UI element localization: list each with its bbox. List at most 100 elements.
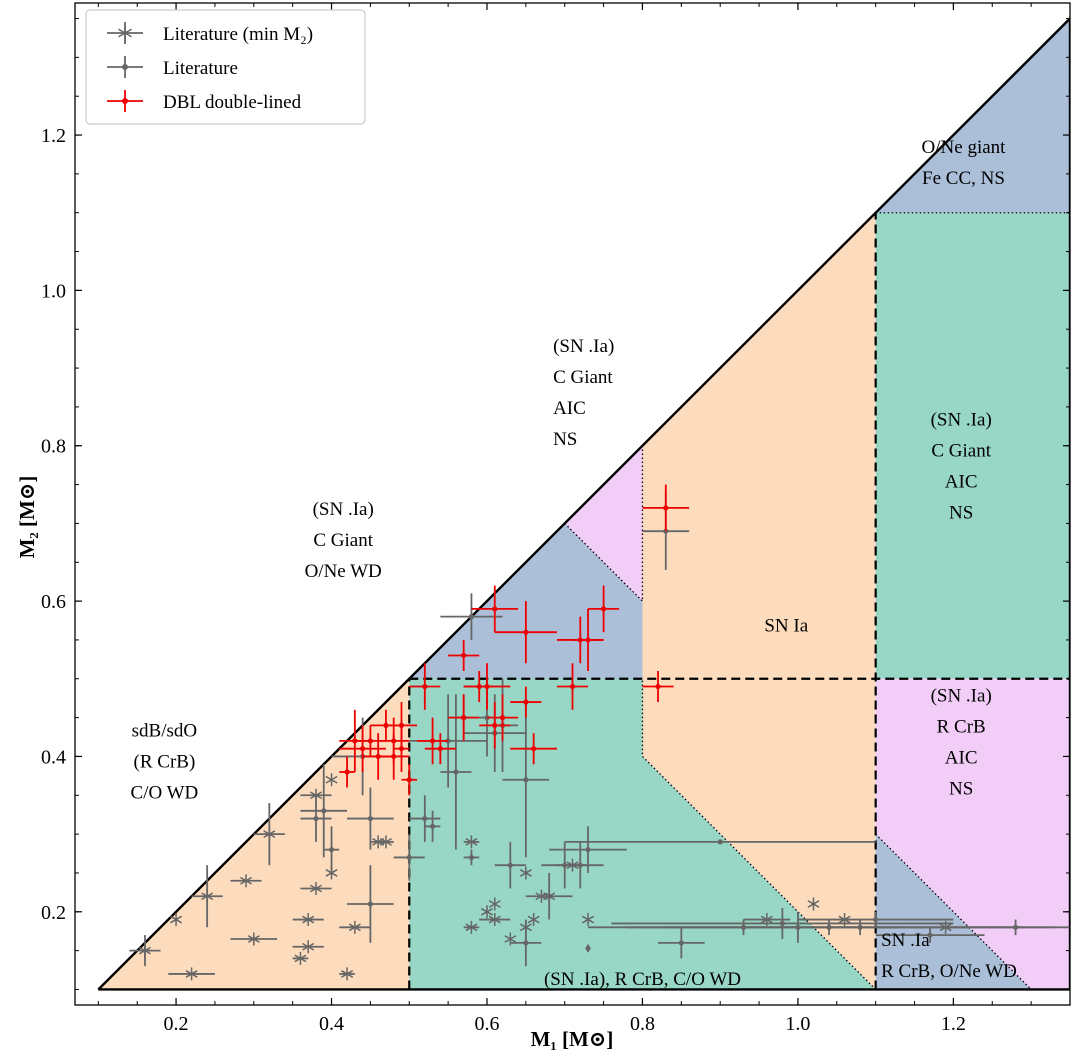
dot-marker (569, 683, 576, 690)
star-marker (465, 835, 478, 849)
dot-marker (321, 808, 327, 814)
dot-marker (523, 629, 529, 635)
region-label-line: AIC (945, 747, 978, 768)
star-marker (488, 913, 501, 927)
dot-marker (398, 746, 405, 752)
y-tick-label: 0.4 (41, 746, 66, 768)
region-label: SN Ia (764, 615, 808, 636)
dot-marker (600, 606, 607, 612)
data-point (393, 725, 410, 772)
dot-marker (367, 815, 373, 822)
star-marker (240, 874, 253, 888)
data-point (582, 913, 595, 927)
region-fill (642, 212, 876, 990)
x-tick-label: 0.2 (164, 1013, 189, 1035)
data-point (642, 671, 674, 703)
y-tick-label: 0.6 (41, 591, 66, 613)
data-point (797, 911, 954, 928)
legend-label: Literature (min M₂) (163, 24, 313, 45)
data-point (417, 717, 449, 765)
region-label: O/Ne giant Fe CC, NS (922, 137, 1007, 189)
star-marker (488, 897, 501, 911)
dot-marker (461, 715, 467, 721)
star-marker (519, 866, 532, 880)
region-label-line: O/Ne giant (922, 137, 1007, 158)
region-label: sdB/sdO (R CrB) C/O WD (131, 720, 199, 803)
dot-marker (717, 839, 723, 845)
dot-marker (857, 924, 863, 930)
dot-marker (344, 769, 350, 775)
y-axis-label: M₂ [M⊙] (15, 476, 39, 559)
region-label-line: AIC (945, 472, 978, 493)
dot-marker (422, 815, 428, 822)
region-label-line: AIC (553, 398, 586, 419)
star-marker (170, 913, 183, 927)
dot-marker (492, 606, 498, 612)
dot-marker (927, 932, 933, 938)
data-point (807, 897, 820, 911)
dot-marker (406, 854, 412, 861)
data-point (642, 484, 690, 532)
legend-box (85, 9, 366, 125)
dot-marker (663, 505, 669, 511)
data-point (463, 663, 511, 710)
x-tick-label: 1.2 (941, 1013, 966, 1035)
region-label: (SN .Ia), R CrB, C/O WD (544, 969, 741, 990)
legend-label: Literature (163, 58, 238, 79)
dot-marker (360, 746, 366, 752)
data-point (409, 663, 441, 710)
data-point (339, 967, 355, 981)
data-point (378, 835, 394, 849)
data-point (463, 920, 480, 934)
data-point (409, 795, 441, 842)
dot-marker (492, 722, 498, 728)
dot-marker (429, 738, 436, 744)
data-point (292, 913, 324, 927)
data-point (230, 932, 278, 946)
region-label-line: O/Ne WD (305, 561, 382, 582)
y-tick-label: 1.0 (41, 280, 66, 302)
legend: Literature (min M₂) Literature DBL double-… (85, 9, 366, 125)
region-fill (875, 678, 1070, 990)
data-point (471, 585, 519, 633)
data-point (479, 913, 511, 927)
data-point (488, 897, 501, 911)
data-point (253, 803, 285, 866)
region-label-line: (R CrB) (134, 751, 196, 772)
dot-marker (523, 940, 529, 946)
data-point (300, 795, 332, 842)
star-marker (309, 881, 322, 895)
data-point (572, 608, 604, 671)
dot-marker (391, 738, 397, 744)
dot-marker (437, 746, 443, 752)
star-marker (263, 827, 276, 841)
legend-label: DBL double-lined (163, 92, 302, 113)
data-point (510, 919, 542, 967)
axes: 0.2 0.4 0.6 0.8 1.0 1.2 0.2 0.4 0.6 0.8 1.0 1.2 (41, 3, 1070, 1035)
data-point (323, 826, 340, 873)
dot-marker (484, 683, 490, 690)
data-point (325, 773, 338, 787)
data-point (525, 872, 573, 920)
dot-marker (577, 862, 583, 868)
dot-marker (328, 847, 335, 853)
data-point (292, 940, 324, 954)
dot-marker (873, 916, 879, 923)
region-label-line: sdB/sdO (132, 720, 197, 741)
region-fill (875, 212, 1070, 679)
star-marker (480, 905, 493, 919)
data-point (463, 835, 480, 849)
dot-marker (468, 614, 475, 620)
region-label-line: SN Ia (764, 615, 808, 636)
data-point (510, 733, 557, 765)
boundary-line-dotted (564, 445, 644, 603)
dot-marker (406, 777, 412, 783)
dot-marker (367, 901, 373, 907)
data-point (556, 663, 589, 710)
dot-marker (779, 920, 785, 927)
data-point (129, 935, 161, 967)
region-label-line: R CrB (937, 716, 986, 737)
star-marker (247, 932, 260, 946)
region-label-line: C/O WD (131, 782, 199, 803)
